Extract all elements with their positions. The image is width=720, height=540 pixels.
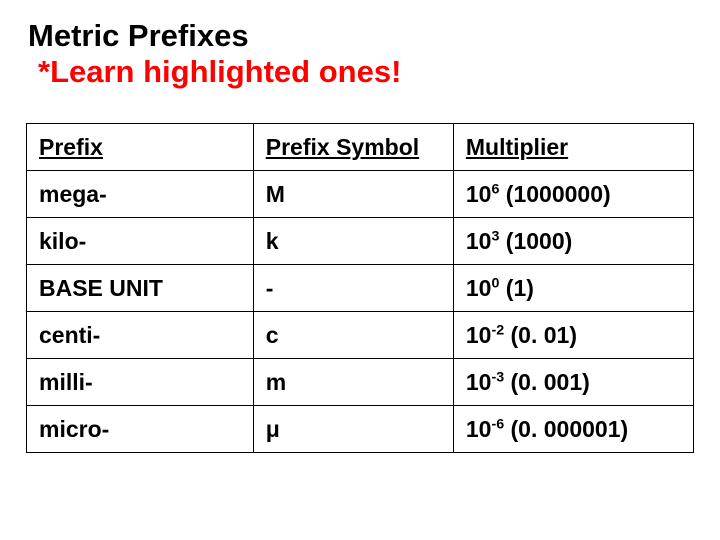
mult-paren: (1) (506, 275, 534, 301)
col-header-prefix: Prefix (27, 124, 254, 171)
mult-base: 10 (466, 181, 492, 207)
mult-paren: (1000000) (506, 181, 611, 207)
mult-exp: -2 (491, 323, 504, 339)
title-line-1: Metric Prefixes (28, 18, 692, 54)
prefixes-table: Prefix Prefix Symbol Multiplier mega- M … (26, 123, 694, 453)
mult-exp: 6 (491, 182, 499, 198)
cell-multiplier: 100 (1) (453, 265, 693, 312)
col-header-multiplier: Multiplier (453, 124, 693, 171)
cell-symbol: M (253, 171, 453, 218)
mult-base: 10 (466, 228, 492, 254)
cell-multiplier: 106 (1000000) (453, 171, 693, 218)
mult-exp: -6 (491, 417, 504, 433)
table-row: milli- m 10-3 (0. 001) (27, 359, 694, 406)
cell-prefix: BASE UNIT (27, 265, 254, 312)
cell-symbol: μ (253, 406, 453, 453)
cell-prefix: centi- (27, 312, 254, 359)
title-line-2: *Learn highlighted ones! (38, 54, 692, 90)
cell-symbol: c (253, 312, 453, 359)
cell-multiplier: 10-6 (0. 000001) (453, 406, 693, 453)
mult-paren: (1000) (506, 228, 572, 254)
cell-multiplier: 10-3 (0. 001) (453, 359, 693, 406)
table-row: kilo- k 103 (1000) (27, 218, 694, 265)
mult-paren: (0. 001) (511, 369, 590, 395)
mult-base: 10 (466, 369, 492, 395)
cell-symbol: m (253, 359, 453, 406)
mult-exp: 3 (491, 229, 499, 245)
mult-base: 10 (466, 322, 492, 348)
mult-exp: 0 (491, 276, 499, 292)
cell-multiplier: 103 (1000) (453, 218, 693, 265)
mult-base: 10 (466, 275, 492, 301)
table-row: BASE UNIT - 100 (1) (27, 265, 694, 312)
mult-paren: (0. 01) (511, 322, 577, 348)
table-row: centi- c 10-2 (0. 01) (27, 312, 694, 359)
cell-multiplier: 10-2 (0. 01) (453, 312, 693, 359)
cell-symbol: - (253, 265, 453, 312)
prefixes-table-container: Prefix Prefix Symbol Multiplier mega- M … (0, 89, 720, 453)
table-row: mega- M 106 (1000000) (27, 171, 694, 218)
cell-prefix: micro- (27, 406, 254, 453)
slide-title: Metric Prefixes *Learn highlighted ones! (0, 0, 720, 89)
mult-paren: (0. 000001) (511, 416, 629, 442)
cell-prefix: kilo- (27, 218, 254, 265)
table-header-row: Prefix Prefix Symbol Multiplier (27, 124, 694, 171)
col-header-symbol: Prefix Symbol (253, 124, 453, 171)
table-row: micro- μ 10-6 (0. 000001) (27, 406, 694, 453)
cell-prefix: mega- (27, 171, 254, 218)
cell-symbol: k (253, 218, 453, 265)
mult-base: 10 (466, 416, 492, 442)
mult-exp: -3 (491, 370, 504, 386)
cell-prefix: milli- (27, 359, 254, 406)
